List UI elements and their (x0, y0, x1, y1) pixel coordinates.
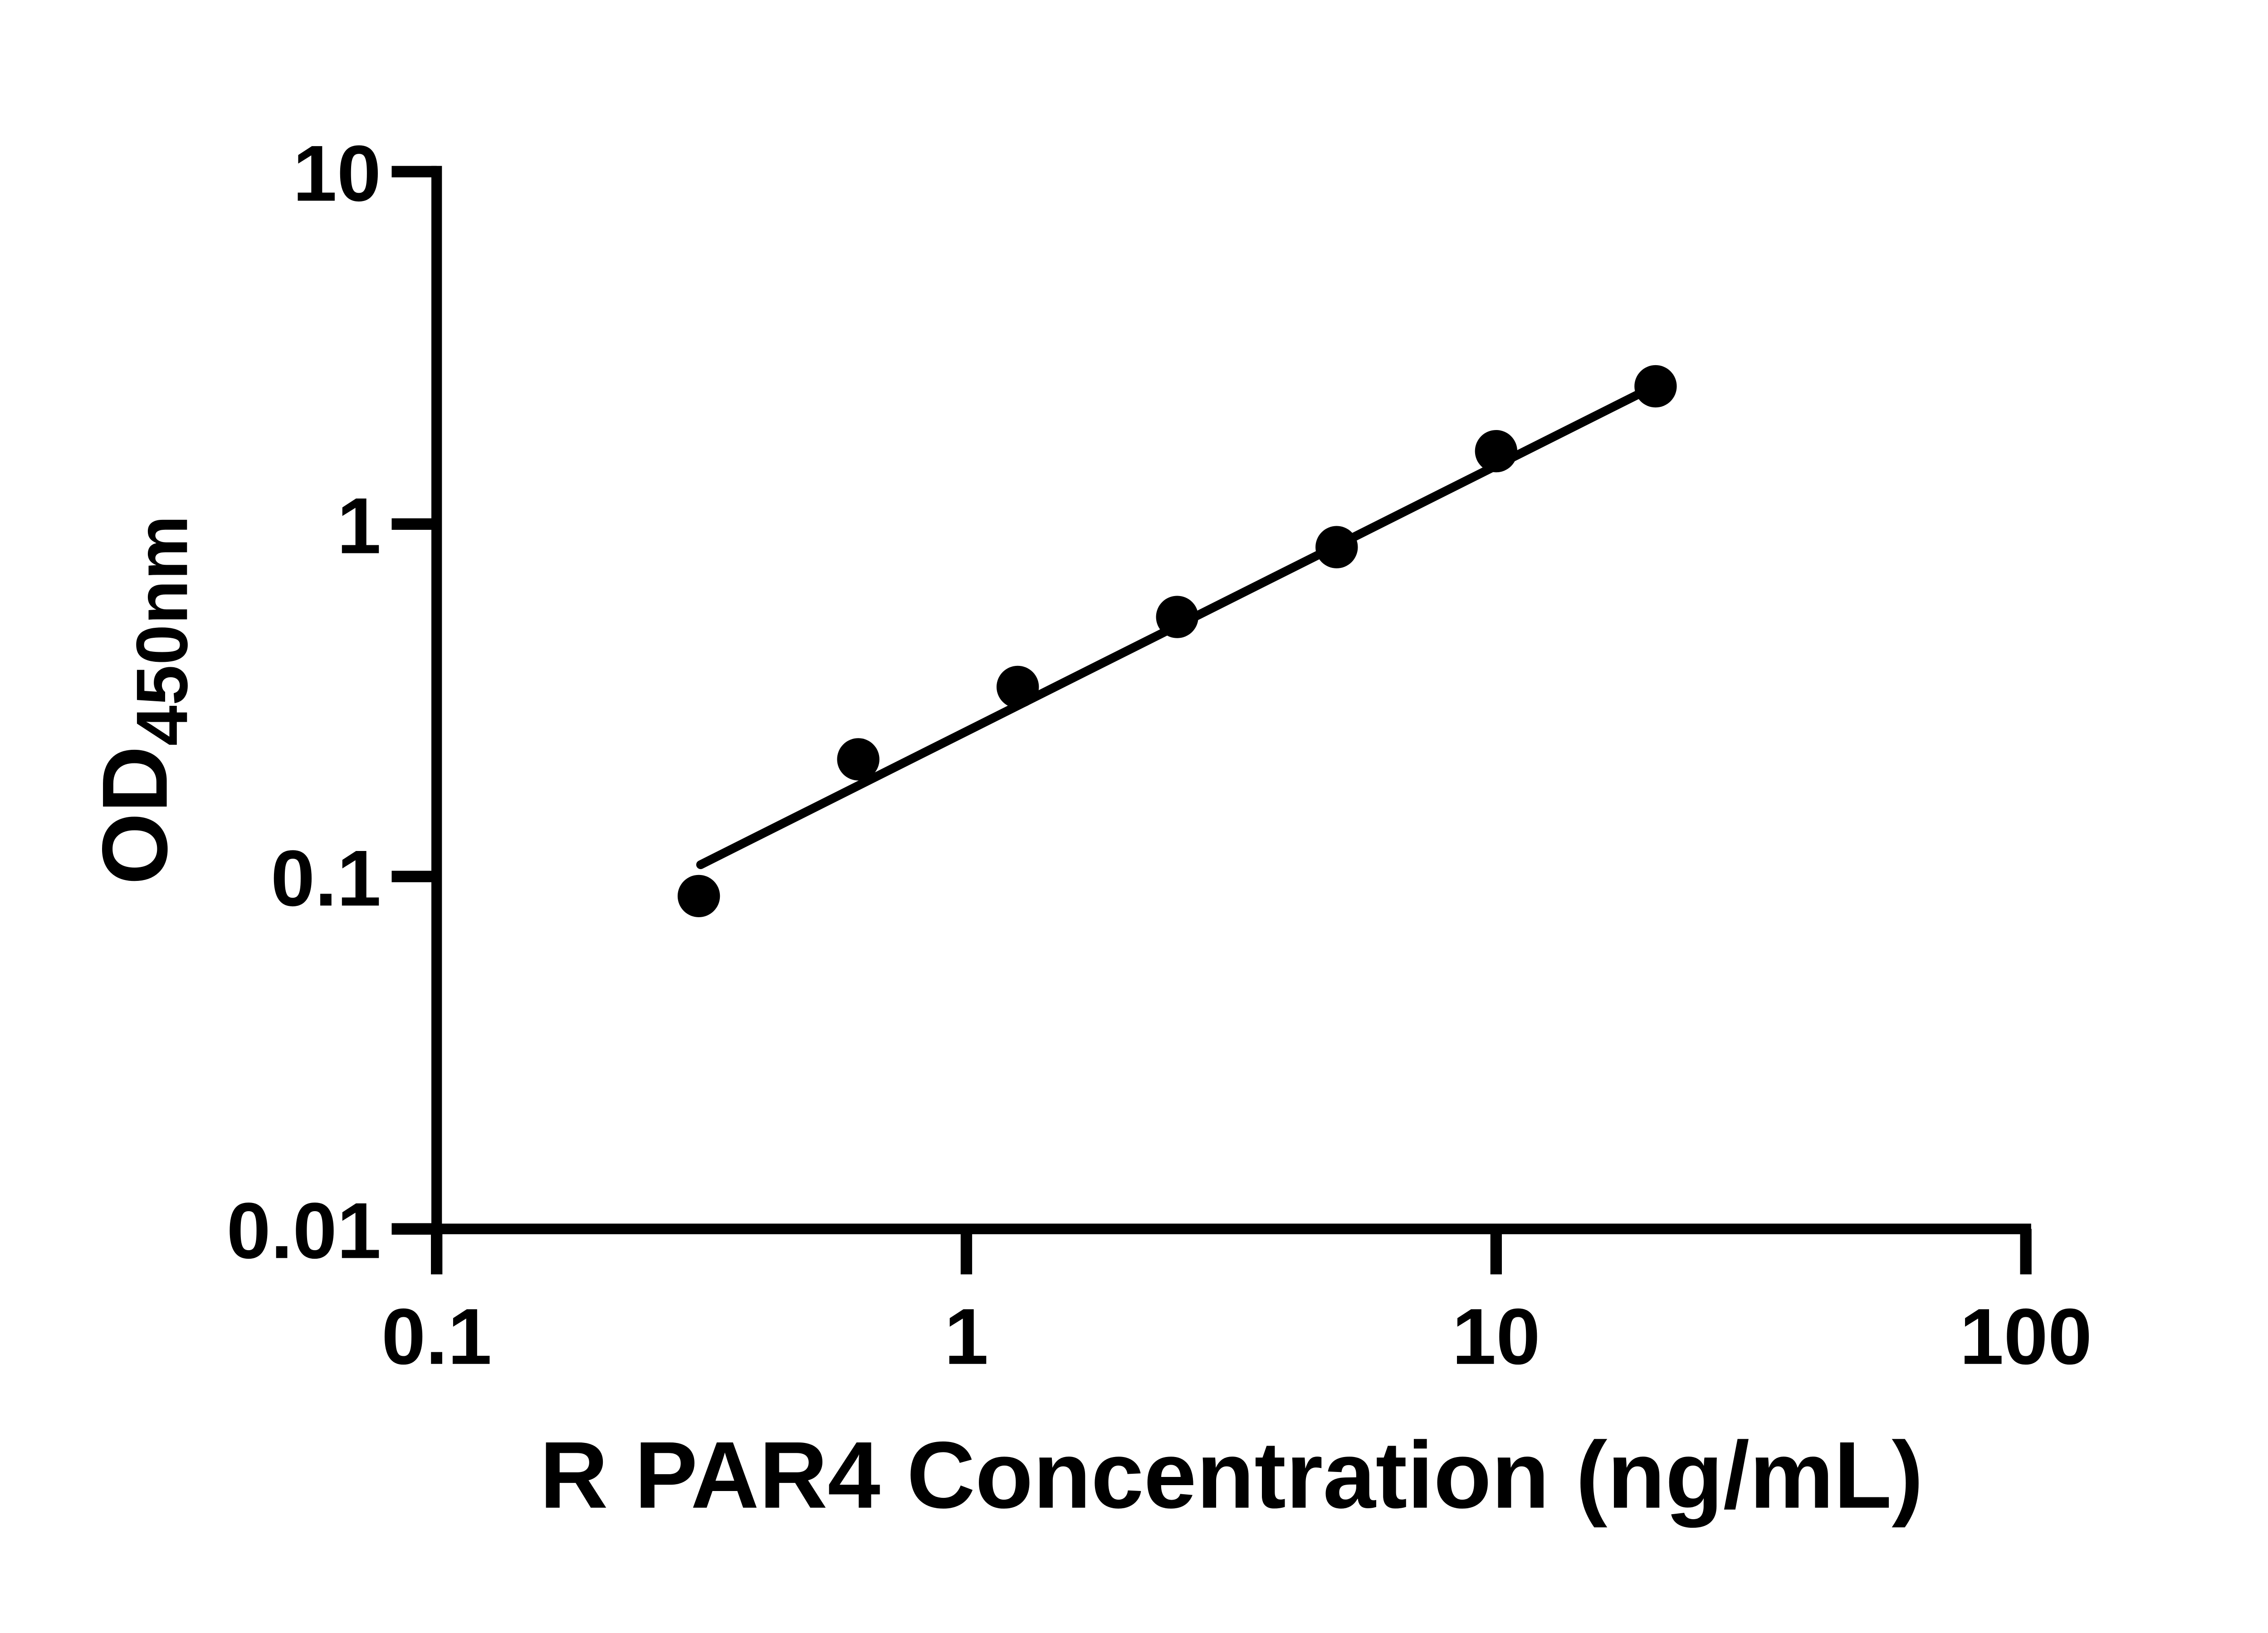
data-point-5 (1315, 526, 1358, 568)
axes (431, 166, 2031, 1234)
x-tick-label-100: 100 (1960, 1293, 2092, 1381)
data-point-6 (1475, 430, 1518, 473)
y-axis-title-subscript: 450nm (121, 515, 202, 746)
y-tick-label-0.01: 0.01 (226, 1187, 381, 1275)
data-series (677, 365, 1677, 918)
data-point-1 (677, 875, 720, 918)
data-point-4 (1156, 596, 1198, 638)
x-axis-title: R PAR4 Concentration (ng/mL) (540, 1423, 1923, 1528)
data-point-7 (1634, 365, 1677, 408)
y-tick-label-0.1: 0.1 (271, 834, 381, 923)
x-tick-label-10: 10 (1452, 1293, 1540, 1381)
x-tick-label-0.1: 0.1 (381, 1293, 492, 1381)
y-tick-label-1: 1 (337, 482, 381, 570)
data-point-2 (837, 738, 880, 781)
y-tick-label-10: 10 (293, 130, 381, 218)
y-axis-title-main: OD (83, 746, 187, 885)
x-axis-ticks: 0.1 1 10 100 (381, 1229, 2092, 1381)
y-axis-title: OD450nm (83, 515, 203, 885)
y-axis-ticks: 0.01 0.1 1 10 (226, 130, 437, 1275)
x-tick-label-1: 1 (944, 1293, 988, 1381)
data-point-3 (996, 665, 1039, 709)
